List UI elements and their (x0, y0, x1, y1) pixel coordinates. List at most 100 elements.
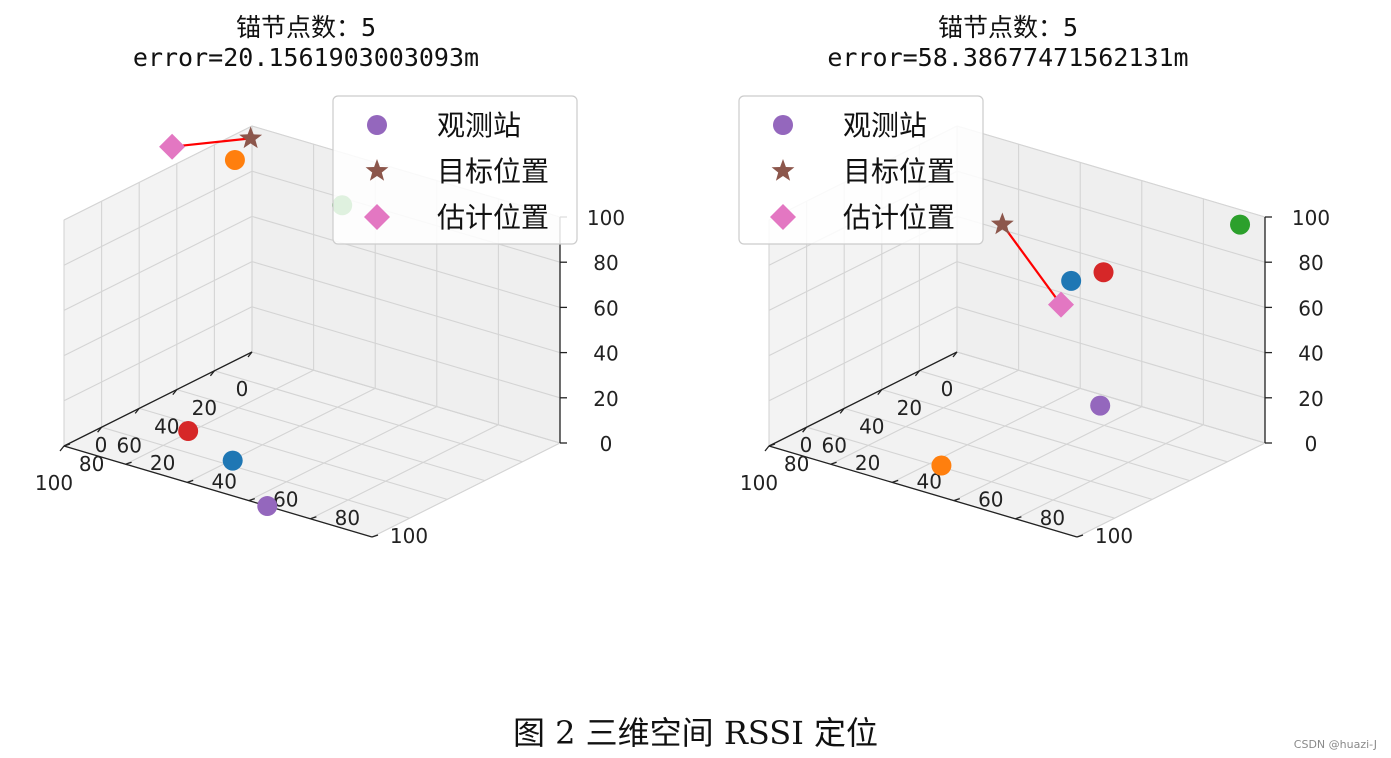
x-tick (97, 426, 103, 433)
grid-line (956, 261, 1266, 354)
y-tick-label: 100 (390, 524, 428, 548)
x-tick-label: 40 (859, 415, 884, 439)
y-tick (953, 497, 961, 502)
grid-line (953, 406, 1143, 502)
grid-line (768, 261, 958, 357)
station-point-5 (257, 496, 278, 517)
legend-marker-circle (367, 115, 387, 135)
grid-line (919, 370, 1228, 463)
x-axis-line (768, 351, 958, 447)
x-tick-label: 0 (236, 377, 249, 401)
station-point-4 (1090, 395, 1111, 416)
grid-line (176, 389, 485, 482)
x-axis-line (63, 351, 253, 447)
station-point-5 (931, 455, 952, 476)
legend-label: 估计位置 (437, 201, 549, 234)
legend-marker-diamond (770, 204, 796, 230)
axis-lines (768, 217, 1266, 538)
legend-label: 观测站 (437, 109, 521, 142)
x-tick-label: 0 (941, 377, 954, 401)
legend-marker-star (771, 159, 795, 181)
grid-line (806, 426, 1115, 519)
x-tick-label: 40 (154, 415, 179, 439)
x-tick-label: 100 (740, 471, 778, 495)
grid-line (956, 306, 1266, 399)
grid-line (1076, 442, 1266, 538)
z-tick-label: 100 (1292, 206, 1330, 230)
chart-title-line1: 锚节点数：5 (236, 13, 376, 42)
grid-line (248, 406, 438, 502)
chart-title-line2: error=58.38677471562131m (827, 43, 1188, 72)
grid-line (371, 442, 561, 538)
grid-line (956, 125, 1266, 218)
subplot-left: 00 0202020404040606060808080100100100锚节点数… (35, 13, 625, 548)
error-line (1001, 223, 1062, 306)
grid-line (891, 387, 1081, 483)
y-tick-label: 20 (150, 451, 175, 475)
grid-line (186, 387, 376, 483)
legend-box (332, 95, 578, 245)
x-tick-label: 60 (821, 433, 846, 457)
y-tick (1015, 516, 1022, 520)
y-tick (125, 461, 132, 465)
legend-label: 估计位置 (843, 201, 955, 234)
grid-line (830, 369, 1019, 465)
x-tick (247, 351, 253, 358)
grid-line (101, 426, 410, 519)
x-tick (877, 389, 883, 396)
figure-caption: 图 2 三维空间 RSSI 定位 (512, 714, 879, 752)
station-point-1 (1061, 270, 1082, 291)
y-tick-label: 80 (335, 506, 360, 530)
z-tick-label: 60 (593, 296, 618, 320)
estimate-point (1048, 291, 1074, 318)
z-tick-label: 20 (1298, 387, 1323, 411)
grid-line (63, 170, 253, 266)
grid-line (125, 369, 314, 465)
legend-marker-diamond (364, 204, 390, 230)
grid-line (310, 424, 499, 520)
z-tick-label: 0 (600, 432, 613, 456)
y-tick (186, 479, 194, 484)
z-tick-label: 0 (1305, 432, 1318, 456)
grid-line (844, 407, 1153, 500)
station-point-2 (1093, 262, 1114, 283)
y-tick (768, 443, 776, 447)
x-tick (764, 445, 770, 452)
legend-label: 目标位置 (437, 155, 549, 188)
y-tick-label: 80 (1040, 506, 1065, 530)
x-tick-label: 80 (79, 452, 104, 476)
y-tick-label: 60 (273, 488, 298, 512)
x-tick (172, 389, 178, 396)
grid-line (251, 351, 561, 444)
estimate-point (159, 133, 186, 160)
grid-line (63, 306, 253, 402)
chart-title-line1: 锚节点数：5 (938, 13, 1078, 42)
y-tick (371, 534, 379, 538)
legend-label: 目标位置 (843, 155, 955, 188)
x-tick (914, 370, 920, 377)
y-tick (63, 443, 71, 447)
z-tick-label: 60 (1298, 296, 1323, 320)
x-tick (59, 445, 65, 452)
x-tick (209, 370, 215, 377)
grid-line (956, 170, 1266, 263)
grid-line (768, 306, 958, 402)
z-tick-label: 80 (1298, 251, 1323, 275)
station-point-3 (222, 450, 243, 471)
x-tick-label: 20 (897, 396, 922, 420)
station-point-3 (1230, 214, 1251, 235)
z-tick-label: 80 (593, 251, 618, 275)
subplot-right: 00 0202020404040606060808080100100100锚节点数… (738, 13, 1330, 548)
z-tick-label: 100 (587, 206, 625, 230)
y-tick-label: 0 (800, 433, 813, 457)
axis-lines (63, 217, 561, 538)
grid-line (63, 261, 253, 357)
y-tick (830, 461, 837, 465)
x-tick-label: 20 (192, 396, 217, 420)
error-line (172, 137, 251, 148)
x-tick-label: 80 (784, 452, 809, 476)
y-tick (891, 479, 899, 484)
station-point-1 (224, 149, 245, 170)
